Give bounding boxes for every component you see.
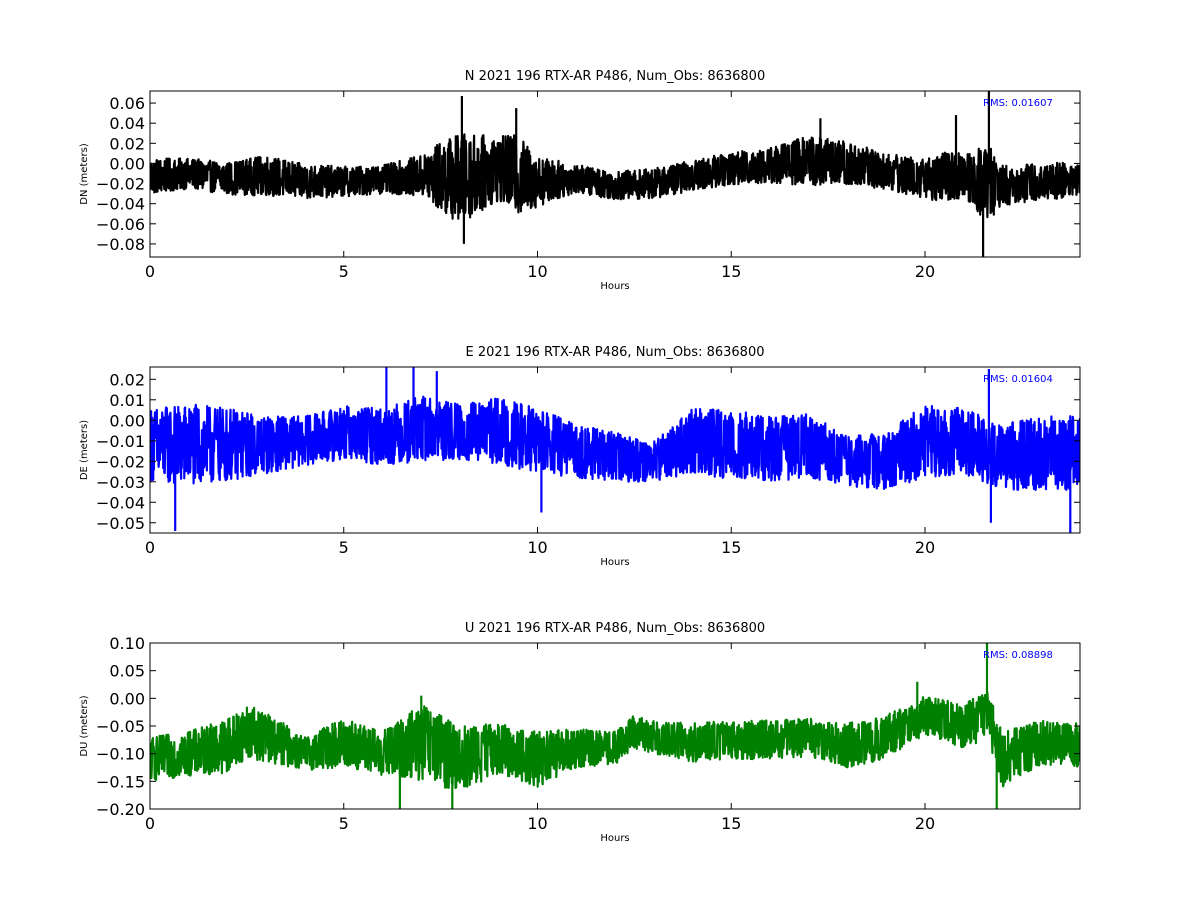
- y-axis-label: DU (meters): [79, 695, 90, 756]
- y-tick-label: −0.06: [96, 215, 145, 234]
- y-axis-label: DN (meters): [79, 143, 90, 205]
- x-tick-label: 0: [145, 538, 155, 557]
- x-tick-label: 0: [145, 814, 155, 833]
- y-tick-label: 0.10: [109, 634, 145, 653]
- data-series-line: [150, 643, 1080, 809]
- x-tick-label: 5: [339, 262, 349, 281]
- y-tick-label: −0.15: [96, 772, 145, 791]
- plot-frame: [149, 90, 1081, 258]
- y-tick-label: 0.02: [109, 370, 145, 389]
- rms-annotation: RMS: 0.01607: [983, 98, 1053, 109]
- x-tick-label: 0: [145, 262, 155, 281]
- x-tick-label: 20: [915, 538, 935, 557]
- x-tick-label: 10: [527, 814, 547, 833]
- x-tick-label: 15: [721, 262, 741, 281]
- y-tick-label: −0.10: [96, 745, 145, 764]
- chart-title: U 2021 196 RTX-AR P486, Num_Obs: 8636800: [465, 621, 765, 636]
- x-axis-label: Hours: [600, 281, 629, 292]
- subplot-0: 0 5 10 15 20 −0.08−0.06−0.04−0.02 0.000.020.04…: [79, 69, 1081, 292]
- y-tick-label: −0.02: [96, 175, 145, 194]
- x-tick-label: 15: [721, 538, 741, 557]
- plot-frame: [149, 366, 1081, 534]
- x-tick-label: 10: [527, 538, 547, 557]
- data-series-line: [150, 91, 1080, 257]
- y-tick-label: 0.00: [109, 411, 145, 430]
- x-axis-label: Hours: [600, 833, 629, 844]
- data-series-line: [150, 367, 1080, 533]
- y-tick-label: 0.04: [109, 114, 145, 133]
- x-tick-label: 20: [915, 262, 935, 281]
- y-tick-label: −0.04: [96, 195, 145, 214]
- chart-title: N 2021 196 RTX-AR P486, Num_Obs: 8636800: [465, 69, 765, 84]
- y-tick-label: 0.00: [109, 689, 145, 708]
- chart-title: E 2021 196 RTX-AR P486, Num_Obs: 8636800: [466, 345, 765, 360]
- x-tick-label: 5: [339, 814, 349, 833]
- y-tick-label: 0.01: [109, 391, 145, 410]
- y-tick-label: 0.05: [109, 662, 145, 681]
- y-tick-label: 0.00: [109, 154, 145, 173]
- y-tick-label: −0.02: [96, 452, 145, 471]
- rms-annotation: RMS: 0.08898: [983, 650, 1053, 661]
- y-tick-label: 0.06: [109, 94, 145, 113]
- subplot-1: 0 5 10 15 20−0.05−0.04−0.03−0.02−0.010.000.0…: [79, 345, 1081, 568]
- y-tick-label: −0.01: [96, 432, 145, 451]
- rms-annotation: RMS: 0.01604: [983, 374, 1053, 385]
- y-axis-label: DE (meters): [79, 420, 90, 480]
- y-tick-label: 0.02: [109, 134, 145, 153]
- y-tick-label: −0.20: [96, 800, 145, 819]
- y-tick-label: −0.04: [96, 493, 145, 512]
- y-tick-label: −0.05: [96, 717, 145, 736]
- y-tick-label: −0.05: [96, 514, 145, 533]
- x-tick-label: 15: [721, 814, 741, 833]
- x-tick-label: 5: [339, 538, 349, 557]
- x-axis-label: Hours: [600, 557, 629, 568]
- x-tick-label: 20: [915, 814, 935, 833]
- x-tick-label: 10: [527, 262, 547, 281]
- y-tick-label: −0.08: [96, 235, 145, 254]
- subplot-2: 0 5 10 15 20 −0.20 −0.15 −0.10 −0.05 0.00 0.05 0.10…: [79, 621, 1081, 844]
- y-tick-label: −0.03: [96, 473, 145, 492]
